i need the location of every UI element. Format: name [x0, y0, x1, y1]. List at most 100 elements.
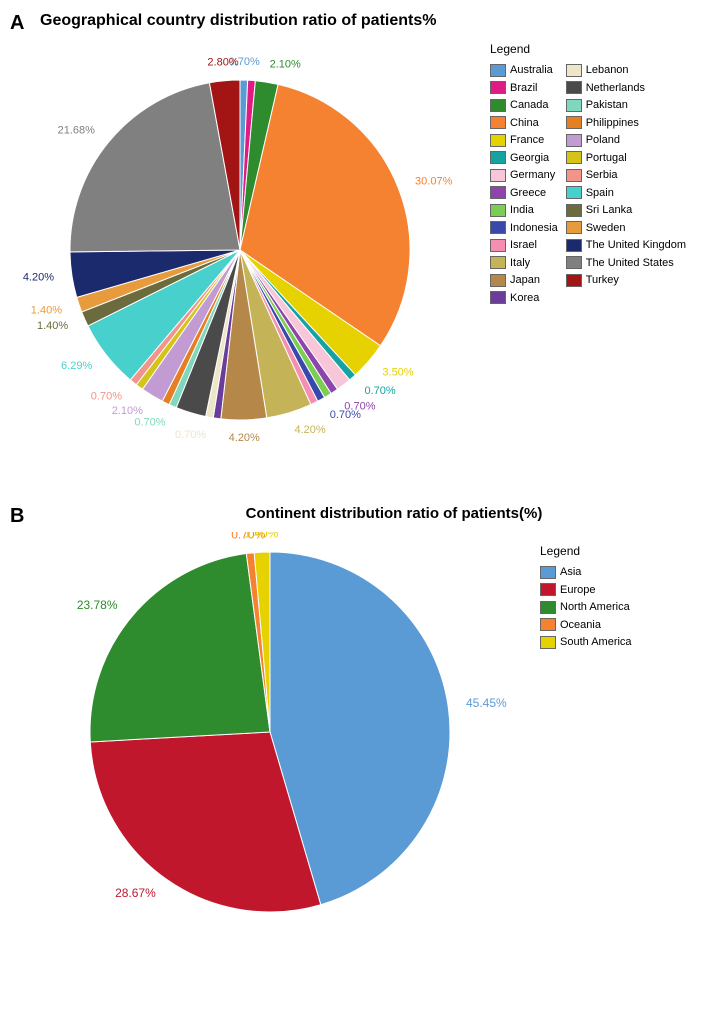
legend-swatch: [490, 221, 506, 234]
legend-item: Italy: [490, 255, 558, 272]
legend-label: Germany: [510, 167, 555, 184]
legend-item: Serbia: [566, 167, 686, 184]
legend-label: Pakistan: [586, 97, 628, 114]
legend-label: Australia: [510, 62, 553, 79]
slice-label: 0.70%: [91, 390, 122, 402]
legend-swatch: [566, 151, 582, 164]
legend-label: Indonesia: [510, 220, 558, 237]
legend-swatch: [490, 81, 506, 94]
legend-item: Spain: [566, 185, 686, 202]
legend-item: Germany: [490, 167, 558, 184]
slice-label: 3.50%: [382, 367, 413, 379]
legend-swatch: [566, 274, 582, 287]
legend-label: India: [510, 202, 534, 219]
legend-label: Israel: [510, 237, 537, 254]
legend-swatch: [566, 204, 582, 217]
slice-label: 2.10%: [112, 405, 143, 417]
panel-b-legend: Legend AsiaEuropeNorth AmericaOceaniaSou…: [540, 542, 632, 652]
legend-swatch: [490, 239, 506, 252]
legend-swatch: [490, 274, 506, 287]
legend-swatch: [540, 566, 556, 579]
legend-swatch: [490, 116, 506, 129]
legend-item: France: [490, 132, 558, 149]
legend-item: Sweden: [566, 220, 686, 237]
legend-label: Italy: [510, 255, 530, 272]
slice-label: 0.70%: [364, 385, 395, 397]
slice-label: 45.45%: [466, 696, 507, 710]
legend-label: Sweden: [586, 220, 626, 237]
slice-label: 1.40%: [31, 304, 62, 316]
legend-item: Europe: [540, 582, 632, 599]
slice-label: 23.78%: [77, 598, 118, 612]
panel-a-legend-items: AustraliaBrazilCanadaChinaFranceGeorgiaG…: [490, 62, 686, 307]
panel-a-label: A: [10, 12, 24, 35]
legend-item: The United Kingdom: [566, 237, 686, 254]
legend-swatch: [566, 221, 582, 234]
legend-swatch: [540, 601, 556, 614]
legend-item: Greece: [490, 185, 558, 202]
panel-b-chart: 45.45%28.67%23.78%0.70%1.40%: [10, 532, 530, 957]
legend-label: Greece: [510, 185, 546, 202]
pie-slice: [90, 554, 270, 742]
legend-swatch: [490, 99, 506, 112]
panel-b-label: B: [10, 505, 24, 528]
legend-label: Brazil: [510, 80, 538, 97]
legend-item: Turkey: [566, 272, 686, 289]
panel-b-legend-items: AsiaEuropeNorth AmericaOceaniaSouth Amer…: [540, 564, 632, 652]
legend-label: The United States: [586, 255, 674, 272]
legend-label: Philippines: [586, 115, 639, 132]
legend-item: Korea: [490, 290, 558, 307]
slice-label: 4.20%: [229, 432, 260, 444]
legend-label: Poland: [586, 132, 620, 149]
legend-label: China: [510, 115, 539, 132]
legend-swatch: [490, 151, 506, 164]
slice-label: 2.80%: [207, 57, 238, 69]
legend-item: Lebanon: [566, 62, 686, 79]
legend-swatch: [566, 239, 582, 252]
legend-item: Portugal: [566, 150, 686, 167]
panel-b-content: 45.45%28.67%23.78%0.70%1.40% Legend Asia…: [10, 532, 698, 957]
slice-label: 2.10%: [270, 58, 301, 70]
legend-item: Canada: [490, 97, 558, 114]
legend-item: Pakistan: [566, 97, 686, 114]
legend-item: India: [490, 202, 558, 219]
legend-swatch: [566, 256, 582, 269]
legend-swatch: [540, 583, 556, 596]
slice-label: 6.29%: [61, 360, 92, 372]
legend-swatch: [566, 169, 582, 182]
panel-a-content: 0.70%2.10%30.07%3.50%0.70%0.70%0.70%4.20…: [10, 40, 698, 485]
legend-label: Oceania: [560, 617, 601, 634]
panel-a-pie-svg: 0.70%2.10%30.07%3.50%0.70%0.70%0.70%4.20…: [10, 40, 480, 480]
panel-a-legend: Legend AustraliaBrazilCanadaChinaFranceG…: [490, 40, 686, 307]
legend-swatch: [566, 64, 582, 77]
panel-b: B Continent distribution ratio of patien…: [10, 505, 698, 957]
legend-swatch: [490, 256, 506, 269]
legend-item: China: [490, 115, 558, 132]
legend-label: North America: [560, 599, 630, 616]
legend-label: Sri Lanka: [586, 202, 632, 219]
legend-label: Georgia: [510, 150, 549, 167]
panel-b-legend-title: Legend: [540, 542, 632, 560]
legend-label: France: [510, 132, 544, 149]
legend-swatch: [566, 99, 582, 112]
panel-b-pie-svg: 45.45%28.67%23.78%0.70%1.40%: [10, 532, 530, 952]
legend-item: Netherlands: [566, 80, 686, 97]
legend-item: Philippines: [566, 115, 686, 132]
legend-label: Turkey: [586, 272, 619, 289]
legend-label: Spain: [586, 185, 614, 202]
slice-label: 0.70%: [175, 429, 206, 441]
legend-item: Asia: [540, 564, 632, 581]
legend-label: The United Kingdom: [586, 237, 686, 254]
legend-item: South America: [540, 634, 632, 651]
panel-a-chart: 0.70%2.10%30.07%3.50%0.70%0.70%0.70%4.20…: [10, 40, 480, 485]
slice-label: 0.70%: [134, 417, 165, 429]
legend-column: AustraliaBrazilCanadaChinaFranceGeorgiaG…: [490, 62, 558, 307]
legend-item: The United States: [566, 255, 686, 272]
panel-a-legend-title: Legend: [490, 40, 686, 58]
legend-item: Brazil: [490, 80, 558, 97]
legend-label: Canada: [510, 97, 549, 114]
legend-swatch: [566, 81, 582, 94]
legend-label: Korea: [510, 290, 539, 307]
legend-label: South America: [560, 634, 632, 651]
legend-label: Japan: [510, 272, 540, 289]
